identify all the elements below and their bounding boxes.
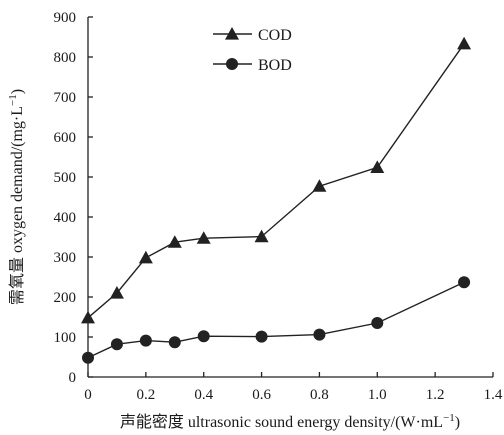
x-tick-label: 0 bbox=[84, 387, 92, 403]
x-tick-label: 0.8 bbox=[310, 387, 329, 403]
cod-point bbox=[109, 286, 124, 299]
series-layer bbox=[81, 36, 472, 364]
bod-point bbox=[255, 330, 268, 343]
bod-point bbox=[110, 338, 123, 351]
x-ticks: 0 0.2 0.4 0.6 0.8 1.0 1.2 1.4 bbox=[84, 372, 503, 403]
legend-item-cod: COD bbox=[213, 27, 292, 44]
x-tick-label: 0.4 bbox=[194, 387, 213, 403]
bod-point bbox=[139, 334, 152, 347]
x-tick-label: 1.0 bbox=[368, 387, 387, 403]
y-tick-label: 600 bbox=[54, 130, 77, 146]
y-tick-label: 400 bbox=[54, 210, 77, 226]
y-tick-label: 800 bbox=[54, 50, 77, 66]
cod-point bbox=[167, 235, 182, 248]
y-tick-label: 700 bbox=[54, 90, 77, 106]
y-tick-label: 900 bbox=[54, 10, 77, 26]
legend-marker-bod bbox=[226, 58, 238, 70]
bod-point bbox=[371, 317, 384, 329]
series-cod bbox=[81, 36, 472, 324]
y-tick-label: 300 bbox=[54, 250, 77, 266]
y-tick-label: 0 bbox=[69, 370, 77, 386]
series-bod bbox=[82, 276, 471, 364]
bod-point bbox=[197, 330, 210, 343]
legend-label-cod: COD bbox=[258, 27, 292, 44]
cod-point bbox=[196, 231, 211, 244]
x-tick-label: 1.2 bbox=[426, 387, 445, 403]
cod-point bbox=[254, 229, 269, 243]
y-tick-label: 100 bbox=[54, 330, 77, 346]
bod-point bbox=[458, 276, 471, 289]
y-axis-label: 需氧量 oxygen demand/(mg·L−1) bbox=[7, 89, 26, 305]
bod-point bbox=[168, 336, 181, 349]
cod-point bbox=[81, 310, 95, 324]
cod-line bbox=[87, 43, 465, 319]
bod-point bbox=[82, 351, 94, 364]
cod-point bbox=[370, 160, 385, 173]
y-ticks: 0 100 200 300 400 500 600 700 800 900 bbox=[54, 10, 93, 386]
y-tick-label: 200 bbox=[54, 290, 77, 306]
legend-item-bod: BOD bbox=[213, 57, 292, 74]
bod-line bbox=[87, 281, 465, 359]
x-tick-label: 0.6 bbox=[252, 387, 271, 403]
x-tick-label: 1.4 bbox=[484, 387, 503, 403]
x-axis-label: 声能密度 ultrasonic sound energy density/(W·… bbox=[120, 412, 460, 431]
legend-marker-cod bbox=[225, 27, 239, 40]
legend-label-bod: BOD bbox=[258, 57, 292, 74]
bod-point bbox=[313, 328, 326, 341]
legend: COD BOD bbox=[213, 27, 292, 74]
x-tick-label: 0.2 bbox=[136, 387, 155, 403]
y-tick-label: 500 bbox=[54, 170, 77, 186]
cod-point bbox=[312, 179, 327, 192]
cod-point bbox=[138, 250, 153, 264]
cod-point bbox=[457, 36, 472, 50]
